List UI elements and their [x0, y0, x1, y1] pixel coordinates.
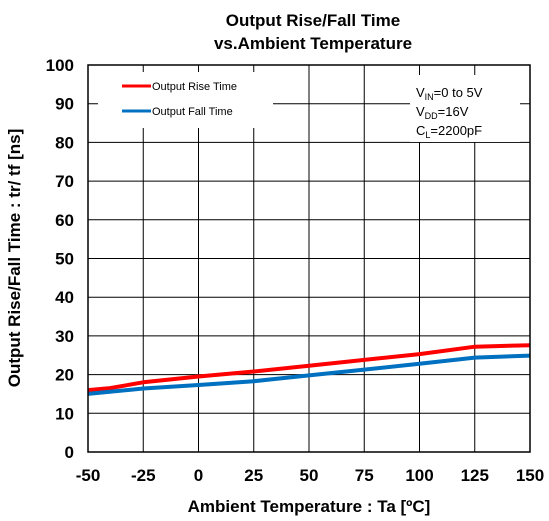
legend-background: [98, 72, 273, 128]
x-axis-label: Ambient Temperature : Ta [ºC]: [188, 497, 431, 516]
x-tick-label: -25: [131, 466, 156, 485]
y-axis-label: Output Rise/Fall Time : tr/ tf [ns]: [5, 129, 24, 387]
condition-cl: CL=2200pF: [416, 123, 482, 140]
x-tick-labels: -50 -25 0 25 50 75 100 125 150: [76, 466, 544, 485]
condition-vin: VIN=0 to 5V: [416, 85, 483, 102]
chart-title-line2: vs.Ambient Temperature: [214, 34, 412, 53]
series-lines: [87, 343, 531, 396]
x-tick-label: 0: [194, 466, 203, 485]
x-tick-label: -50: [76, 466, 101, 485]
x-tick-label: 25: [244, 466, 263, 485]
plot-frame: [87, 64, 531, 453]
x-tick-label: 75: [355, 466, 374, 485]
y-tick-label: 60: [55, 211, 74, 230]
y-tick-label: 10: [55, 404, 74, 423]
chart-title-line1: Output Rise/Fall Time: [226, 11, 400, 30]
y-tick-label: 40: [55, 288, 74, 307]
x-tick-label: 125: [461, 466, 489, 485]
x-tick-label: 150: [516, 466, 544, 485]
x-tick-label: 50: [300, 466, 319, 485]
grid-lines: [87, 64, 531, 453]
y-tick-label: 0: [65, 443, 74, 462]
y-tick-label: 50: [55, 250, 74, 269]
y-tick-label: 80: [55, 133, 74, 152]
conditions-box: VIN=0 to 5V VDD=16V CL=2200pF: [410, 75, 520, 142]
y-tick-label: 30: [55, 327, 74, 346]
legend: Output Rise Time Output Fall Time: [98, 72, 273, 128]
conditions-background: [410, 75, 520, 142]
x-tick-label: 100: [405, 466, 433, 485]
series-line-rise: [87, 343, 531, 393]
legend-label-fall: Output Fall Time: [152, 106, 233, 118]
series-line-fall: [87, 353, 531, 396]
y-tick-label: 20: [55, 366, 74, 385]
y-tick-labels: 0 10 20 30 40 50 60 70 80 90 100: [46, 56, 74, 462]
y-tick-label: 100: [46, 56, 74, 75]
y-tick-label: 90: [55, 95, 74, 114]
condition-vdd: VDD=16V: [416, 104, 469, 121]
legend-label-rise: Output Rise Time: [152, 81, 237, 93]
y-tick-label: 70: [55, 172, 74, 191]
